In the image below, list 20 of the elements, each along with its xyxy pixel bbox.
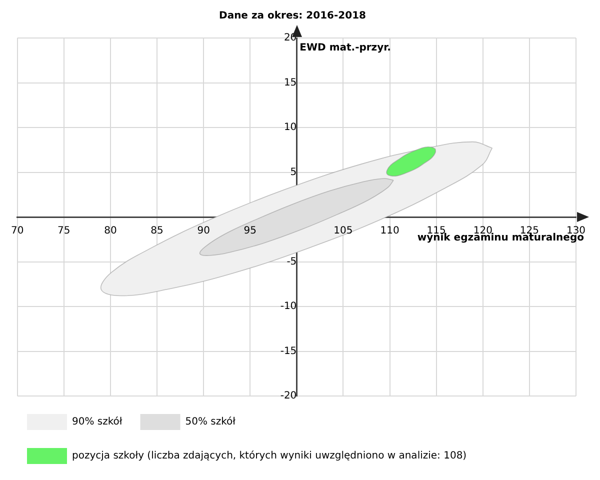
y-axis-title: EWD mat.-przyr. [300,42,391,54]
chart-title: Dane za okres: 2016-2018 [219,10,366,22]
x-tick-label: 110 [380,226,400,237]
x-tick-label: 90 [197,226,210,237]
y-tick-label: -5 [286,256,297,268]
x-tick-label: 70 [10,226,24,237]
legend-label: 50% szkół [185,416,236,428]
y-tick-label: 10 [284,122,297,134]
y-tick-label: -10 [280,301,297,312]
legend-label: 90% szkół [72,416,122,428]
y-tick-label: 5 [290,166,297,178]
x-tick-label: 105 [334,226,353,237]
legend-label: pozycja szkoły (liczba zdających, których wyniki uwzględniono w analizie: 108) [72,450,467,462]
y-tick-label: -20 [280,390,297,402]
x-tick-label: 75 [58,226,70,237]
x-tick-label: 80 [104,226,117,237]
x-tick-label: 85 [150,226,164,237]
x-tick-label: 95 [244,226,256,237]
y-tick-label: 15 [284,77,297,88]
y-tick-label: -15 [280,346,297,357]
